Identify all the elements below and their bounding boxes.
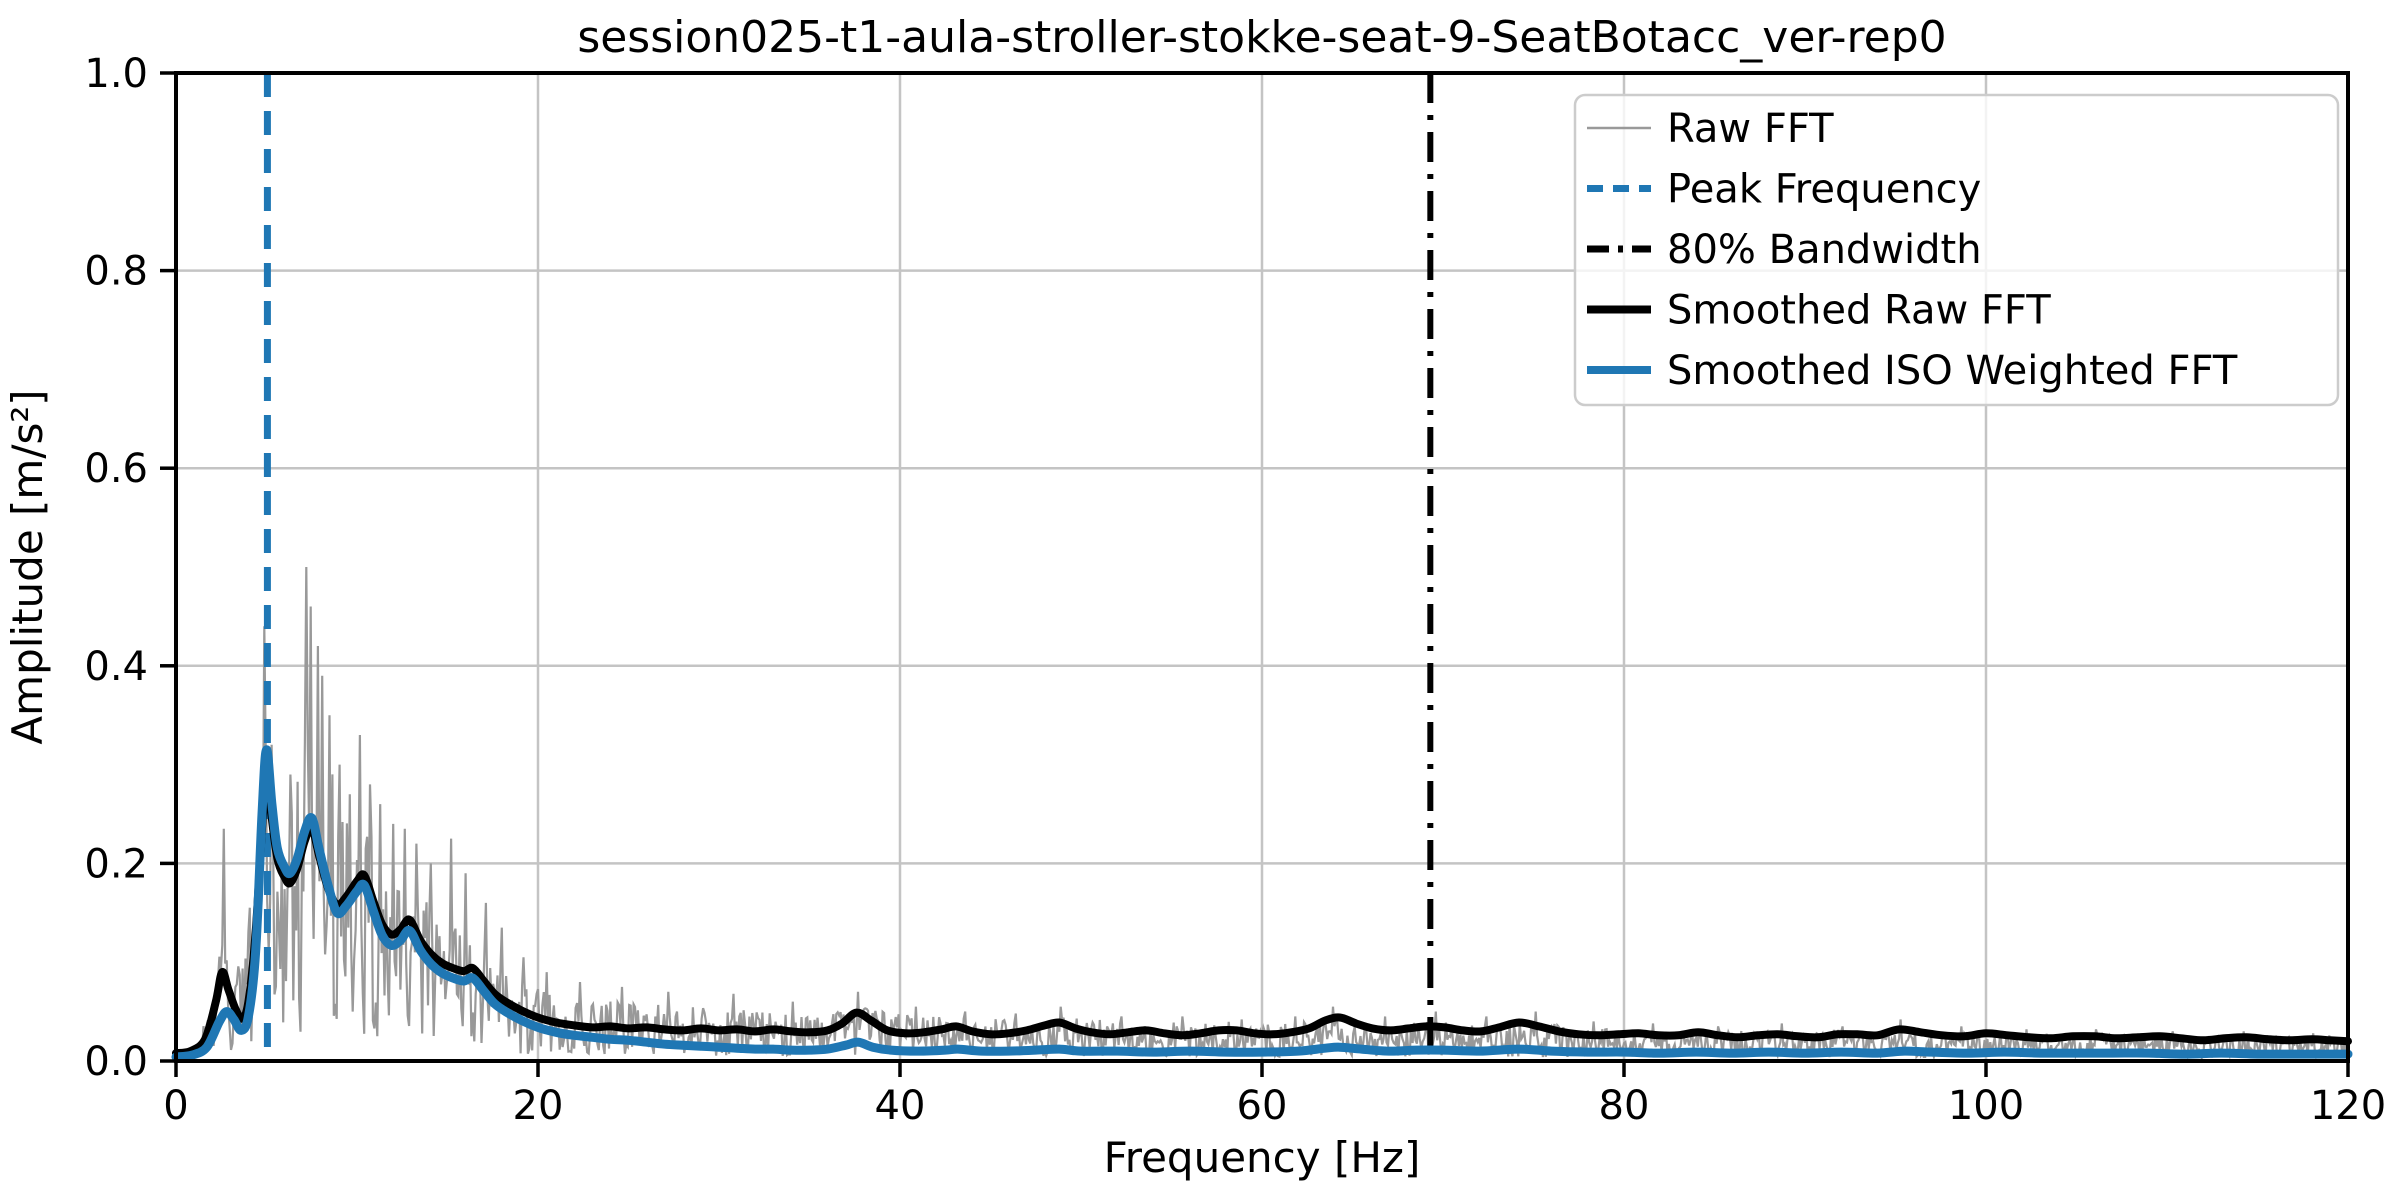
axis-tick-labels: 0 20 40 60 80 100 120 0.0 0.2 0.4 0.6 0.8 1.0 (84, 51, 2386, 1129)
x-tick-label-80: 80 (1599, 1083, 1650, 1129)
smoothed-raw-fft-line (172, 772, 2352, 1058)
axis-ticks (160, 71, 2350, 1077)
chart-title: session025-t1-aula-stroller-stokke-seat-… (577, 12, 1946, 63)
y-tick-label-0.2: 0.2 (84, 841, 148, 887)
y-axis-label: Amplitude [m/s²] (3, 389, 52, 744)
legend-label-1: Raw FFT (1667, 106, 1834, 152)
y-tick-label-0.4: 0.4 (84, 644, 148, 690)
x-tick-label-40: 40 (875, 1083, 926, 1129)
x-tick-label-100: 100 (1948, 1083, 2024, 1129)
y-tick-label-0: 0.0 (84, 1039, 148, 1085)
legend-label-2: Peak Frequency (1667, 167, 1981, 213)
x-tick-label-0: 0 (163, 1083, 188, 1129)
series-lines (171, 73, 2353, 1062)
x-tick-label-20: 20 (513, 1083, 564, 1129)
legend: Raw FFT Peak Frequency 80% Bandwidth Smooth… (1573, 93, 2340, 407)
y-tick-label-1: 1.0 (84, 51, 148, 97)
y-tick-label-0.6: 0.6 (84, 446, 148, 492)
x-axis-label: Frequency [Hz] (1104, 1133, 1421, 1182)
legend-label-4: Smoothed Raw FFT (1667, 288, 2051, 334)
y-tick-label-0.8: 0.8 (84, 249, 148, 295)
legend-box (1573, 93, 2340, 407)
x-tick-label-60: 60 (1237, 1083, 1288, 1129)
x-tick-label-120: 120 (2310, 1083, 2386, 1129)
smoothed-iso-weighted-fft-line (171, 745, 2353, 1062)
legend-label-3: 80% Bandwidth (1667, 227, 1982, 273)
legend-label-5: Smoothed ISO Weighted FFT (1667, 348, 2238, 394)
